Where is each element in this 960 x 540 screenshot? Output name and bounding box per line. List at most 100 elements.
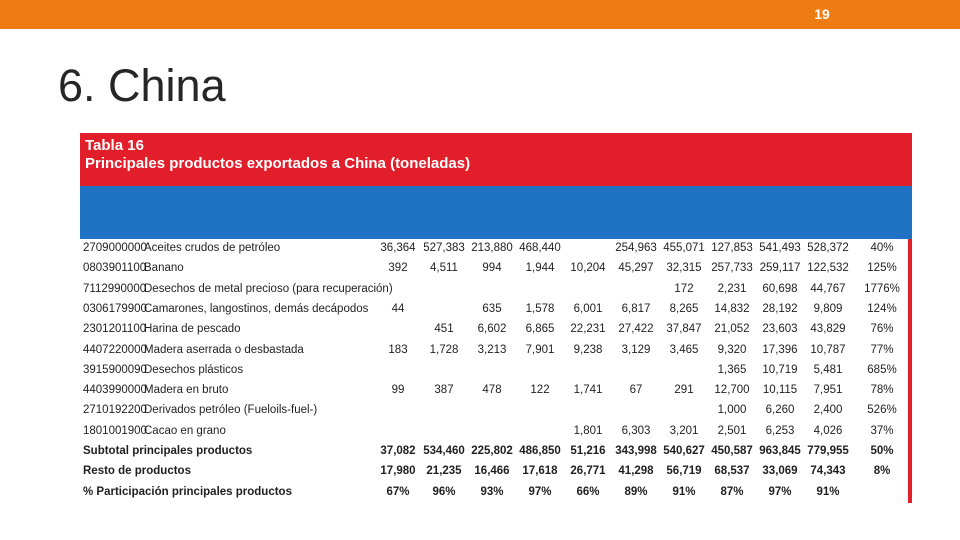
value-cell: 486,850 [519, 445, 561, 457]
value-cell: 9,320 [717, 343, 747, 356]
value-cell: 10,719 [762, 363, 798, 376]
value-cell: 87% [720, 485, 744, 498]
summary-row: % Participación principales productos 67%… [80, 483, 908, 503]
header-year: 2012 [623, 262, 649, 274]
value-cell: 528,372 [807, 242, 849, 254]
value-cell: 4,026 [813, 424, 843, 437]
product-name: Madera en bruto [144, 384, 229, 397]
tcpa-cell: 526% [867, 404, 897, 417]
value-cell: 183 [388, 343, 408, 356]
header-year: 2015 [767, 262, 793, 274]
value-cell: 67 [629, 384, 643, 397]
value-cell: 3,201 [669, 424, 699, 437]
value-cell: 7,951 [813, 384, 843, 397]
table-row: 1801001900 Cacao en grano 1,801 6,303 3,201 2… [80, 422, 908, 442]
value-cell: 43,829 [810, 323, 846, 336]
value-cell: 455,071 [663, 242, 705, 254]
value-cell: 6,303 [621, 424, 651, 437]
product-code: 4407220000 [83, 343, 147, 356]
product-name: Cacao en grano [144, 424, 226, 437]
header-year: 2016 [815, 262, 841, 274]
table-row: 4403990000 Madera en bruto 99 387 478 122 1,74… [80, 381, 908, 401]
value-cell: 5,481 [813, 363, 843, 376]
value-cell: 51,216 [570, 445, 606, 457]
value-cell: 44 [391, 302, 405, 315]
table-row: 2709000000 Aceites crudos de petróleo 36,3… [80, 239, 908, 259]
value-cell: 6,817 [621, 302, 651, 315]
value-cell: 1,000 [717, 404, 747, 417]
value-cell: 387 [434, 384, 454, 397]
value-cell: 254,963 [615, 242, 657, 254]
table-row: 0306179900 Camarones, langostinos, demás … [80, 300, 908, 320]
value-cell: 56,719 [666, 465, 702, 478]
tcpa-cell: 78% [870, 384, 894, 397]
table-row: 3915900090 Desechos plásticos 1,365 10,719 5… [80, 361, 908, 381]
table-row: 0803901100 Banano 392 4,511 994 1,944 10,204 45… [80, 259, 908, 279]
product-name: Banano [144, 262, 184, 275]
value-cell: 172 [674, 282, 694, 295]
product-code: 3915900090 [83, 363, 147, 376]
value-cell: 3,213 [477, 343, 507, 356]
value-cell: 7,901 [525, 343, 555, 356]
table-row: 4407220000 Madera aserrada o desbastada 18… [80, 341, 908, 361]
value-cell: 32,315 [666, 262, 702, 275]
product-name: Camarones, langostinos, demás decápodos [144, 302, 369, 315]
product-name: Aceites crudos de petróleo [144, 242, 281, 254]
value-cell: 22,231 [570, 323, 606, 336]
product-name: Desechos plásticos [144, 363, 244, 376]
value-cell: 68,537 [714, 465, 750, 478]
value-cell: 468,440 [519, 242, 561, 254]
value-cell: 1,728 [429, 343, 459, 356]
header-year: 2007 [385, 262, 411, 274]
value-cell: 1,801 [573, 424, 603, 437]
value-cell: 91% [672, 485, 696, 498]
slide-title: 6. China [58, 60, 226, 111]
value-cell: 541,493 [759, 242, 801, 254]
value-cell: 6,001 [573, 302, 603, 315]
value-cell: 213,880 [471, 242, 513, 254]
value-cell: 259,117 [759, 262, 801, 275]
header-productos: Productos [226, 262, 284, 274]
product-code: 7112990000 [83, 282, 147, 295]
header-year: 2010 [527, 262, 553, 274]
value-cell: 17,618 [522, 465, 558, 478]
table-row: 7112990000 Desechos de metal precioso (pa… [80, 280, 908, 300]
value-cell: 3,465 [669, 343, 699, 356]
value-cell: 17,396 [762, 343, 798, 356]
value-cell: 37,847 [666, 323, 702, 336]
header-year: 2011 [575, 262, 601, 274]
value-cell: 527,383 [423, 242, 465, 254]
value-cell: 1,741 [573, 384, 603, 397]
value-cell: 257,733 [711, 262, 753, 275]
value-cell: 343,998 [615, 445, 657, 457]
value-cell: 635 [482, 302, 502, 315]
value-cell: 6,865 [525, 323, 555, 336]
value-cell: 10,115 [762, 384, 798, 397]
value-cell: 26,771 [570, 465, 606, 478]
export-table: Tabla 16 Principales productos exportado… [80, 133, 912, 503]
table-header-row: Subpartida 10 dig Productos 2007 2008 2009… [80, 186, 912, 284]
value-cell: 127,853 [711, 242, 753, 254]
table-name: Principales productos exportados a China… [85, 155, 471, 172]
value-cell: 994 [482, 262, 502, 275]
value-cell: 91% [816, 485, 840, 498]
tcpa-cell: 40% [870, 242, 894, 254]
table-right-edge [908, 239, 912, 503]
summary-row: Resto de productos 17,980 21,235 16,466 17,6… [80, 462, 908, 482]
product-code: 2301201100 [83, 323, 147, 336]
tcpa-cell: 124% [867, 302, 897, 315]
value-cell: 33,069 [762, 465, 798, 478]
product-name: Harina de pescado [144, 323, 241, 336]
value-cell: 10,204 [570, 262, 606, 275]
value-cell: 1,365 [717, 363, 747, 376]
value-cell: 779,955 [807, 445, 849, 457]
header-tcpa: TCPA [866, 262, 898, 274]
value-cell: 10,787 [810, 343, 846, 356]
value-cell: 41,298 [618, 465, 654, 478]
value-cell: 12,700 [714, 384, 750, 397]
value-cell: 67% [386, 485, 410, 498]
tcpa-cell: 1776% [864, 282, 900, 295]
value-cell: 534,460 [423, 445, 465, 457]
value-cell: 392 [388, 262, 408, 275]
header-year: 2014 [719, 262, 745, 274]
